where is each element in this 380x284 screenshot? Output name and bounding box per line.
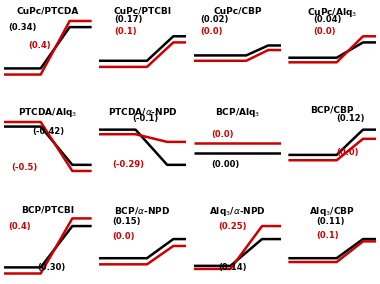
Text: CuPc/CBP: CuPc/CBP [213,7,262,15]
Text: BCP/Alq$_3$: BCP/Alq$_3$ [215,106,260,119]
Text: (0.30): (0.30) [37,263,65,272]
Text: BCP/CBP: BCP/CBP [310,106,354,115]
Text: (0.12): (0.12) [337,114,365,124]
Text: (0.14): (0.14) [218,263,247,272]
Text: (-0.42): (-0.42) [32,128,64,136]
Text: BCP/$\alpha$-NPD: BCP/$\alpha$-NPD [114,205,171,216]
Text: BCP/PTCBI: BCP/PTCBI [21,205,74,214]
Text: CuPc/PTCBI: CuPc/PTCBI [114,7,172,15]
Text: (0.1): (0.1) [114,27,137,36]
Text: Alq$_3$/$\alpha$-NPD: Alq$_3$/$\alpha$-NPD [209,205,266,218]
Text: (0.11): (0.11) [317,217,345,226]
Text: (0.25): (0.25) [218,222,247,231]
Text: PTCDA/$\alpha$-NPD: PTCDA/$\alpha$-NPD [108,106,177,117]
Text: (0.00): (0.00) [211,160,239,169]
Text: (-0.5): (-0.5) [11,163,37,172]
Text: (0.04): (0.04) [313,15,341,24]
Text: (0.4): (0.4) [8,222,31,231]
Text: Alq$_3$/CBP: Alq$_3$/CBP [309,205,355,218]
Text: (0.4): (0.4) [28,41,51,50]
Text: (0.0): (0.0) [337,148,359,157]
Text: (0.17): (0.17) [114,15,143,24]
Text: (0.15): (0.15) [112,217,140,226]
Text: (0.02): (0.02) [201,15,229,24]
Text: (-0.29): (-0.29) [112,160,144,169]
Text: (-0.1): (-0.1) [132,114,158,124]
Text: (0.34): (0.34) [8,23,36,32]
Text: (0.0): (0.0) [313,27,336,36]
Text: (0.1): (0.1) [317,231,339,240]
Text: (0.0): (0.0) [211,130,234,139]
Text: PTCDA/Alq$_3$: PTCDA/Alq$_3$ [18,106,77,119]
Text: (0.0): (0.0) [112,232,135,241]
Text: CuPc/PTCDA: CuPc/PTCDA [16,7,79,15]
Text: CuPc/Alq$_3$: CuPc/Alq$_3$ [307,7,358,19]
Text: (0.0): (0.0) [201,27,223,36]
